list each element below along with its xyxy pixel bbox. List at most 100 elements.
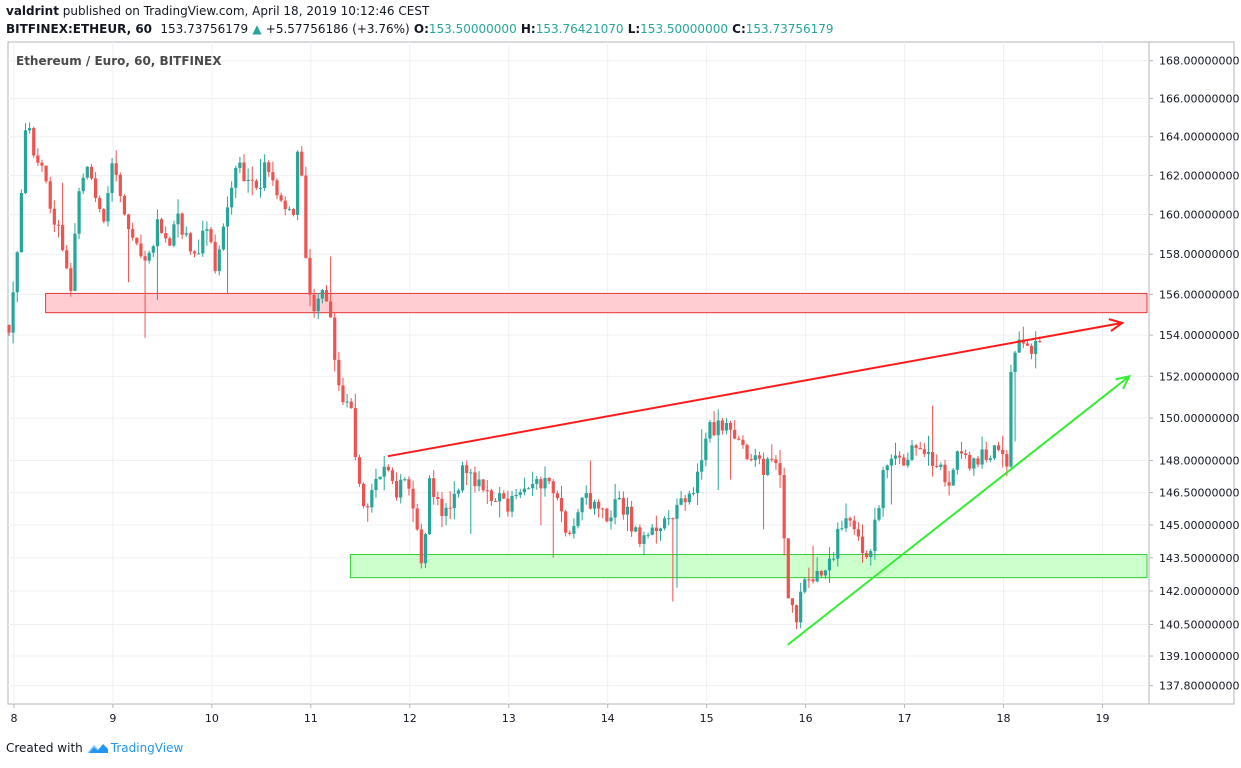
candle-body [11, 292, 15, 333]
candle-body [601, 508, 605, 510]
candle-body [65, 250, 69, 269]
candle-body [283, 200, 287, 210]
candle-body [135, 237, 139, 244]
candle-body [1038, 340, 1042, 343]
candle-body [889, 458, 893, 466]
symbol-label: BITFINEX:ETHEUR, 60 [6, 22, 153, 36]
candle-body [263, 162, 267, 188]
candle-body [898, 455, 902, 458]
candle-body [662, 518, 667, 529]
candle-body [197, 253, 201, 255]
candle-body [172, 224, 176, 246]
price-tick-label: 164.00000000 [1159, 131, 1239, 144]
candle-body [122, 195, 127, 215]
price-tick-label: 137.80000000 [1159, 680, 1239, 693]
candle-body [81, 177, 85, 192]
candle-body [502, 493, 506, 499]
candle-body [329, 301, 333, 318]
candle-body [15, 252, 19, 293]
time-axis[interactable]: 8 9 10 11 12 13 14 15 16 17 18 19 [10, 704, 1109, 725]
open-value: 153.50000000 [428, 22, 517, 36]
close-label: C: [732, 22, 746, 36]
price-axis[interactable]: 168.00000000 166.00000000 164.00000000 162.… [1149, 55, 1239, 693]
candle-body [213, 241, 217, 272]
candle-body [638, 527, 642, 544]
candle-body [980, 449, 984, 465]
candle-body [432, 478, 436, 497]
price-tick-label: 145.00000000 [1159, 519, 1239, 532]
green-arrowhead-icon [1115, 374, 1132, 390]
candle-body [757, 455, 762, 459]
tradingview-logo-icon [87, 744, 108, 754]
candle-body [316, 298, 320, 312]
candle-body [1017, 339, 1021, 353]
candle-body [724, 423, 729, 431]
candle-body [922, 449, 926, 454]
candle-body [1029, 345, 1034, 354]
candle-body [840, 528, 844, 530]
candle-body [885, 465, 889, 471]
candle-body [291, 208, 296, 215]
candle-body [539, 479, 543, 489]
trendlines[interactable] [387, 318, 1132, 646]
publisher-name[interactable]: valdrint [6, 4, 59, 18]
candle-body [790, 598, 795, 606]
candle-body [52, 208, 56, 225]
candle-body [926, 451, 931, 454]
candle-body [394, 480, 399, 498]
candle-body [650, 527, 654, 535]
time-tick-label: 16 [799, 712, 813, 725]
candle-body [737, 438, 741, 440]
candle-body [106, 193, 110, 222]
candle-body [865, 553, 869, 558]
time-tick-label: 14 [601, 712, 615, 725]
candle-body [770, 458, 774, 460]
candle-body [675, 504, 679, 519]
candle-body [267, 162, 271, 173]
candle-body [168, 238, 172, 246]
candle-body [877, 508, 881, 520]
candle-body [473, 472, 477, 487]
candle-body [469, 472, 473, 474]
candle-body [126, 214, 131, 230]
candle-body [947, 482, 951, 486]
candle-body [481, 479, 485, 491]
candle-body [131, 229, 135, 238]
candle-body [968, 454, 972, 469]
candle-body [60, 225, 65, 251]
candle-body [679, 498, 683, 505]
candle-body [873, 519, 877, 552]
time-tick-label: 13 [502, 712, 516, 725]
price-tick-label: 168.00000000 [1159, 55, 1239, 68]
last-price: 153.73756179 [160, 22, 249, 36]
candle-body [155, 219, 160, 247]
candle-body [217, 249, 221, 272]
candle-body [234, 167, 238, 188]
candle-body [489, 490, 494, 501]
time-tick-label: 18 [997, 712, 1011, 725]
price-tick-label: 140.50000000 [1159, 618, 1239, 631]
candle-body [815, 570, 819, 582]
candle-body [782, 475, 786, 539]
candle-body [984, 449, 988, 460]
price-tick-label: 166.00000000 [1159, 92, 1239, 105]
candle-body [221, 226, 226, 250]
candle-body [345, 401, 349, 403]
tradingview-brand[interactable]: TradingView [110, 741, 184, 755]
close-value: 153.73756179 [745, 22, 834, 36]
candle-body [976, 458, 980, 465]
candle-body [366, 506, 370, 508]
time-tick-label: 11 [304, 712, 318, 725]
candle-body [712, 422, 716, 436]
candle-body [69, 268, 73, 291]
candle-body [906, 459, 910, 466]
candle-body [287, 208, 291, 210]
candle-body [564, 511, 568, 533]
candle-body [250, 179, 254, 181]
candle-body [85, 166, 89, 178]
candle-body [440, 498, 444, 517]
candle-body [819, 570, 823, 576]
candle-body [716, 420, 720, 436]
candle-body [794, 605, 799, 623]
